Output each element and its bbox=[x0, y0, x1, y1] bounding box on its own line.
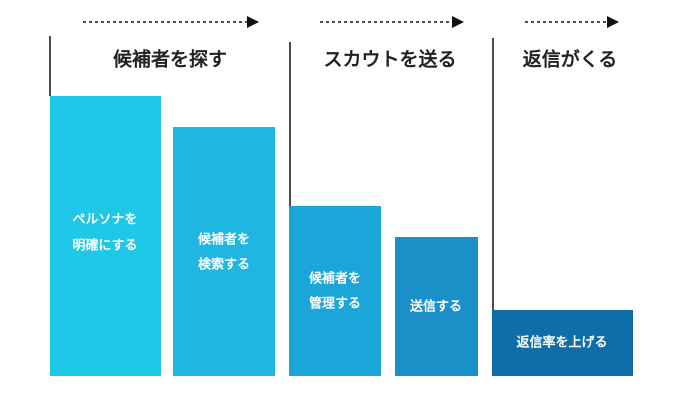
step-label: 検索する bbox=[198, 257, 250, 273]
step-label: 送信する bbox=[409, 299, 462, 315]
step-block bbox=[289, 206, 381, 376]
step-block bbox=[492, 310, 633, 376]
phase-title: スカウトを送る bbox=[323, 48, 456, 71]
phase-title: 返信がくる bbox=[523, 48, 618, 71]
step-block bbox=[395, 237, 478, 376]
step-block bbox=[50, 96, 161, 376]
step-label: 候補者を bbox=[198, 232, 250, 248]
step-label: 管理する bbox=[309, 296, 361, 312]
step-label: 候補者を bbox=[309, 271, 361, 287]
step-label: 明確にする bbox=[72, 238, 137, 254]
step-label: ペルソナを bbox=[72, 213, 137, 228]
phase-title: 候補者を探す bbox=[113, 48, 227, 71]
step-block bbox=[173, 127, 275, 376]
step-label: 返信率を上げる bbox=[516, 335, 607, 351]
